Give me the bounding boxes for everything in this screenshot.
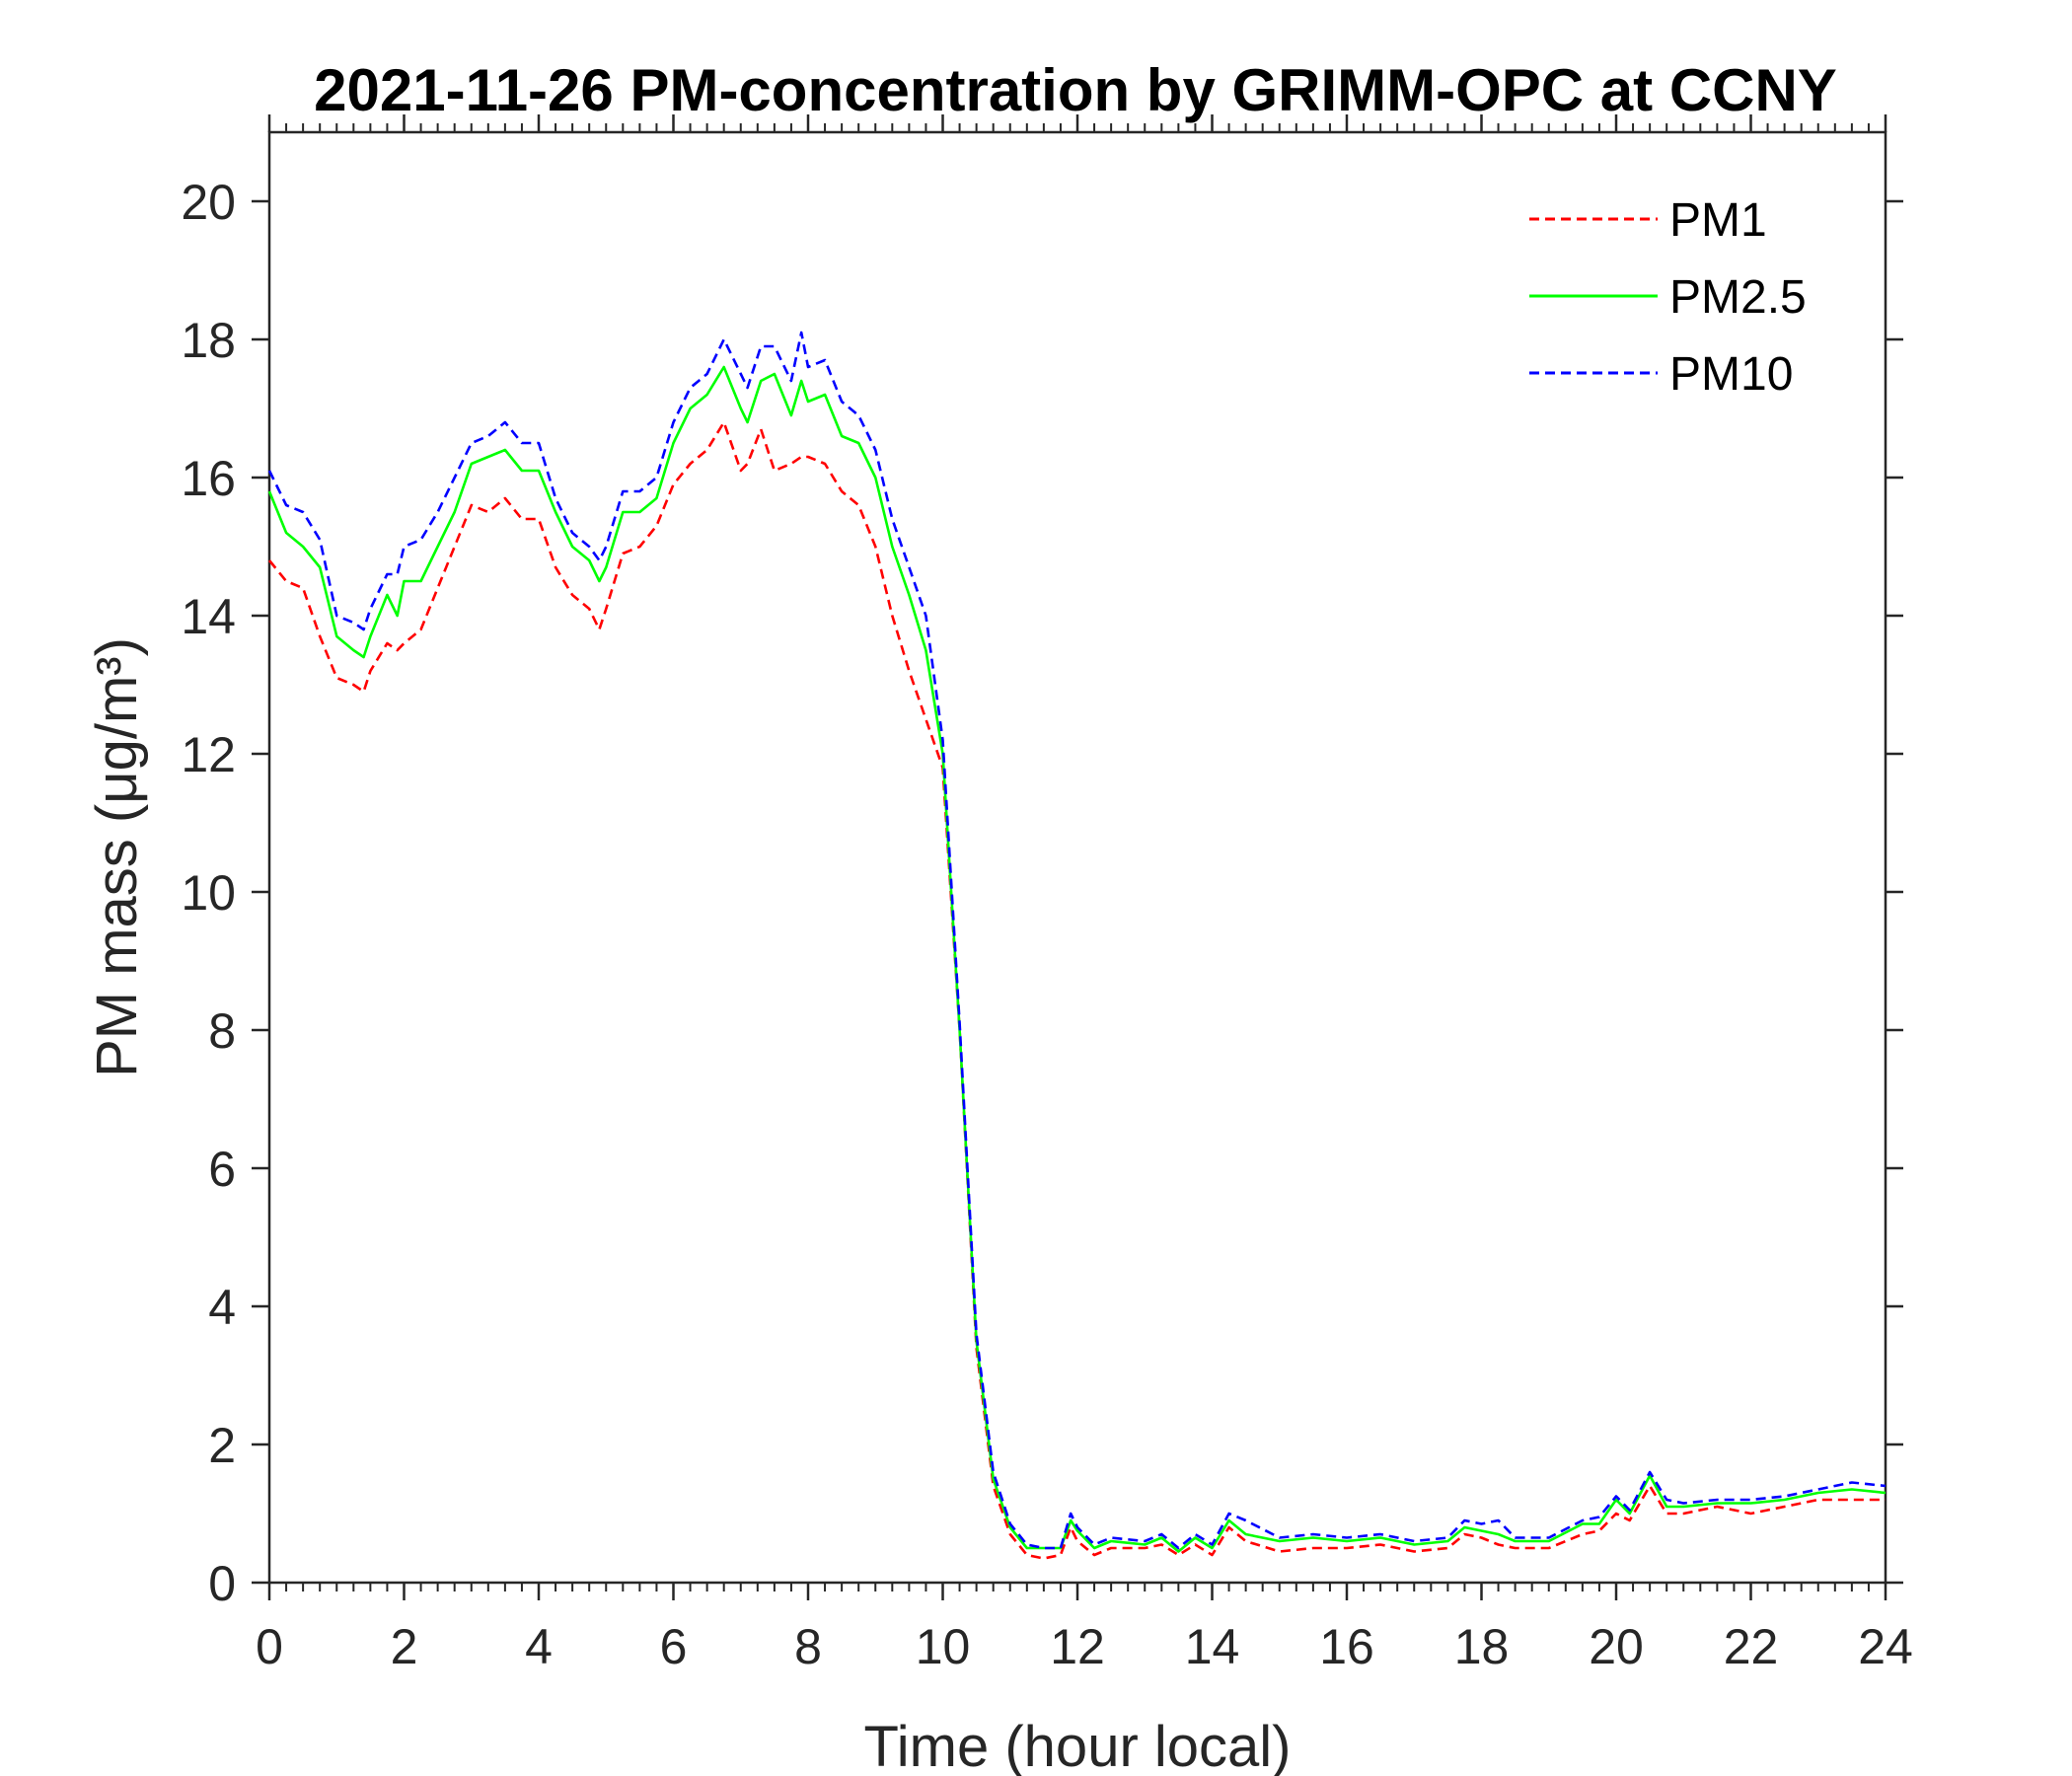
y-tick-label: 8 [208, 1003, 236, 1059]
y-tick-label: 12 [181, 727, 236, 782]
x-tick-label: 16 [1319, 1619, 1374, 1674]
y-axis-label: PM mass (μg/m³) [85, 637, 149, 1077]
series-line-pm25 [267, 365, 1887, 1553]
x-tick-label: 4 [525, 1619, 553, 1674]
series-lines [267, 331, 1887, 1560]
x-tick-label: 8 [794, 1619, 822, 1674]
y-tick-label: 18 [181, 313, 236, 368]
series-line-pm1 [267, 420, 1886, 1560]
x-axis-label: Time (hour local) [864, 1715, 1292, 1776]
chart-title: 2021-11-26 PM-concentration by GRIMM-OPC… [314, 57, 1837, 123]
legend: PM1 PM2.5 PM10 [1529, 194, 1807, 401]
y-tick-label: 6 [208, 1142, 236, 1197]
legend-label: PM1 [1669, 194, 1767, 247]
x-tick-label: 12 [1050, 1619, 1105, 1674]
legend-label: PM2.5 [1669, 271, 1807, 324]
series-line-pm10 [267, 331, 1887, 1550]
x-tick-label: 0 [256, 1619, 283, 1674]
x-tick-label: 2 [391, 1619, 418, 1674]
plot-area [267, 130, 1887, 1585]
x-tick-label: 24 [1858, 1619, 1913, 1674]
x-tick-label: 22 [1724, 1619, 1779, 1674]
y-tick-label: 0 [208, 1556, 236, 1611]
x-tick-label: 20 [1589, 1619, 1644, 1674]
x-tick-label: 10 [916, 1619, 971, 1674]
y-tick-label: 2 [208, 1418, 236, 1473]
x-tick-label: 18 [1454, 1619, 1510, 1674]
legend-label: PM10 [1669, 348, 1793, 401]
y-tick-label: 10 [181, 865, 236, 921]
y-tick-label: 16 [181, 451, 236, 506]
x-tick-label: 6 [660, 1619, 688, 1674]
y-tick-label: 14 [181, 589, 236, 644]
y-tick-label: 4 [208, 1280, 236, 1335]
x-tick-label: 14 [1185, 1619, 1240, 1674]
y-tick-label: 20 [181, 175, 236, 230]
